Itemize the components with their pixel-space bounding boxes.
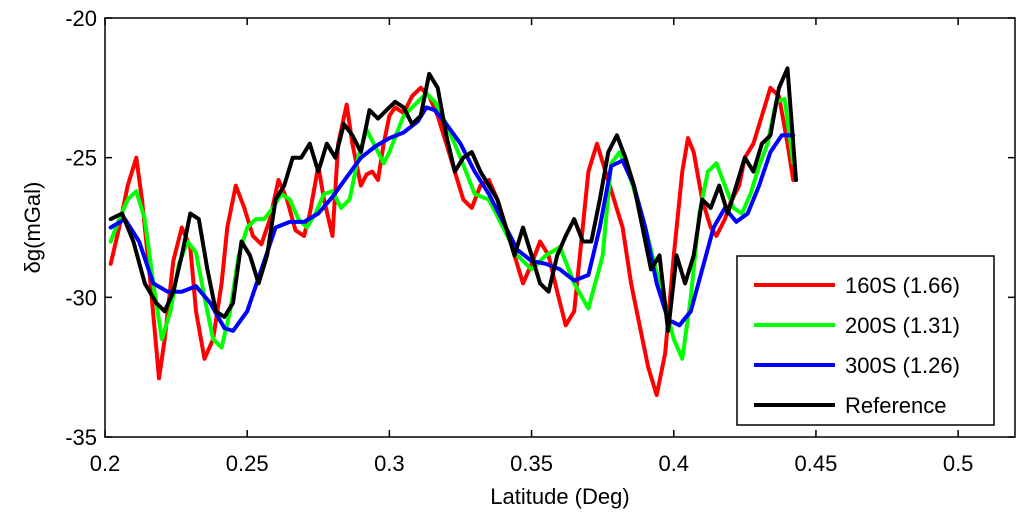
x-tick-label: 0.3 [374,451,405,476]
series-line-0 [108,85,796,398]
x-tick-label: 0.45 [795,451,838,476]
y-tick-label: -35 [65,425,97,450]
legend-entry: Reference [845,393,947,418]
legend-entry: 160S (1.66) [845,273,960,298]
x-axis-label: Latitude (Deg) [490,484,629,509]
y-tick-label: -30 [65,285,97,310]
plot-frame [104,17,1016,438]
x-tick-label: 0.4 [658,451,689,476]
x-tick-label: 0.25 [226,451,269,476]
y-axis-label: δg(mGal) [20,182,45,274]
y-tick-label: -25 [65,146,97,171]
legend-entry: 300S (1.26) [845,353,960,378]
legend-entry: 200S (1.31) [845,313,960,338]
series-line-3 [108,66,798,333]
x-tick-label: 0.5 [943,451,974,476]
ticks-layer: 0.2 0.25 0.3 0.35 0.4 0.45 0.5 -35 -30 -25 -20 [65,6,1015,476]
y-tick-label: -20 [65,6,97,31]
x-tick-label: 0.35 [510,451,553,476]
series-line-2 [108,105,796,333]
x-tick-label: 0.2 [90,451,121,476]
axes-layer [104,17,1016,438]
legend: 160S (1.66) 200S (1.31) 300S (1.26) Referen… [736,255,995,426]
series-layer [108,66,798,398]
